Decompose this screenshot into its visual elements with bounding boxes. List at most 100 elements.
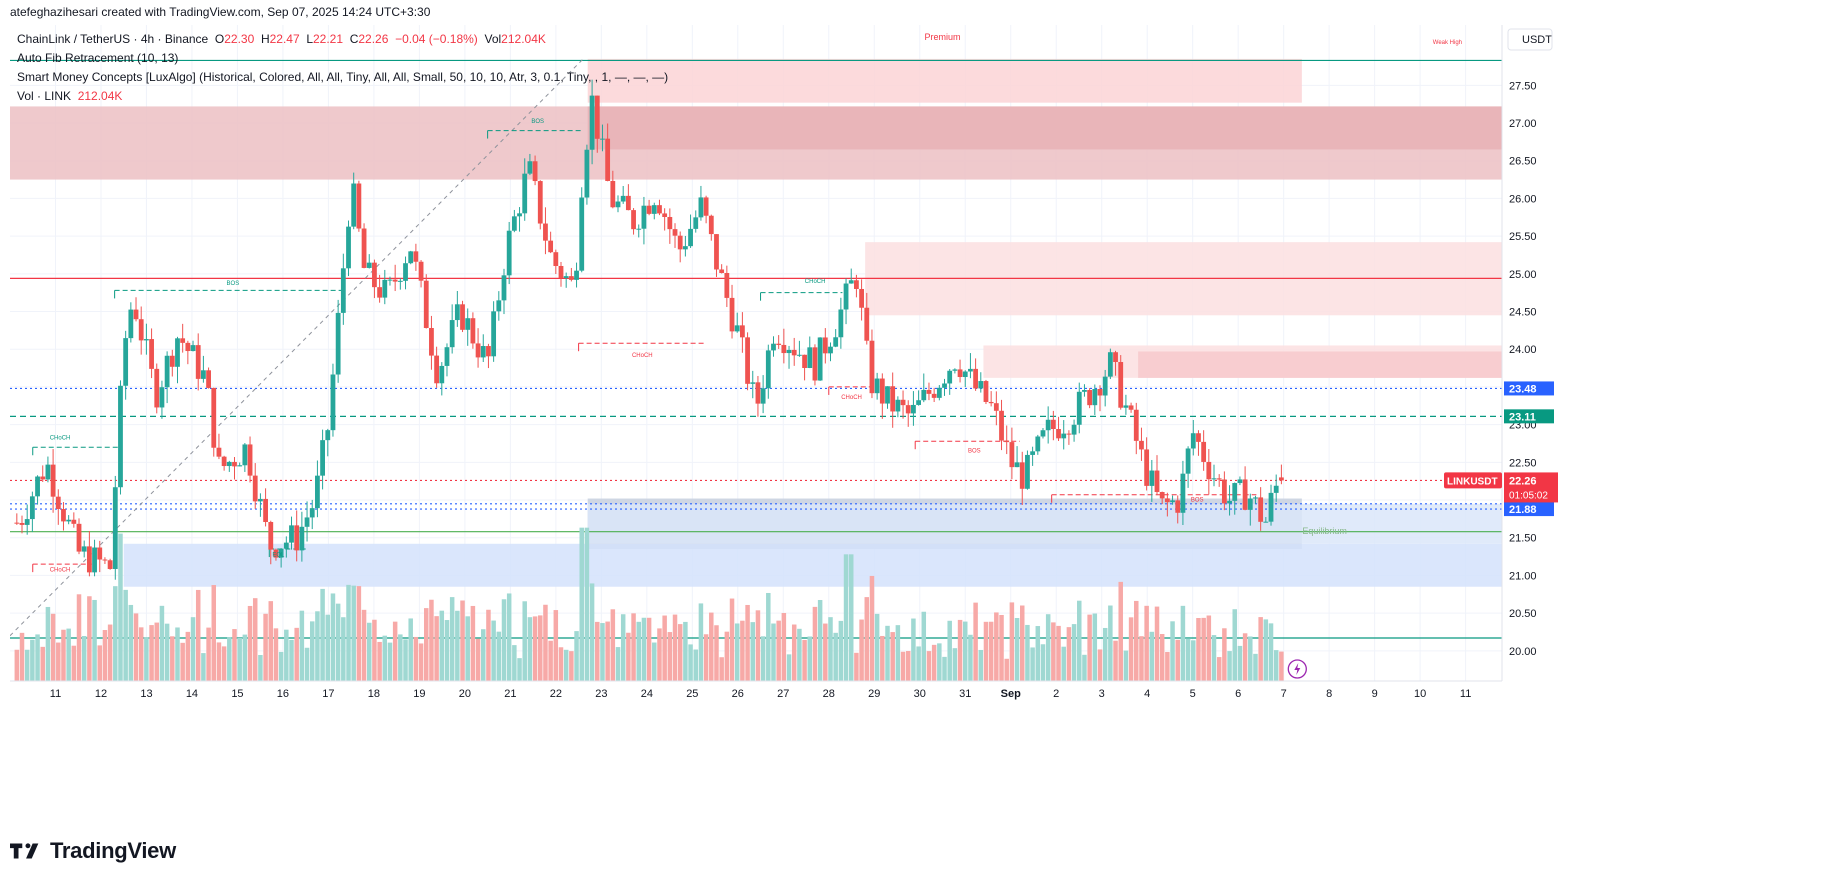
volume-bar: [740, 620, 745, 681]
candle-body: [40, 476, 46, 480]
candle-body: [1056, 429, 1061, 439]
volume-bar: [911, 618, 916, 681]
candle-body: [796, 354, 802, 356]
volume-bar: [1014, 617, 1020, 681]
candle-body: [791, 349, 797, 356]
volume-bar: [693, 649, 698, 681]
legend-indicator-fib[interactable]: Auto Fib Retracement (10, 13): [17, 51, 179, 65]
volume-bar: [517, 658, 522, 681]
candle-body: [916, 400, 922, 405]
volume-bar: [227, 637, 232, 681]
candle-body: [19, 522, 25, 525]
volume-bar: [916, 646, 921, 681]
volume-bar: [957, 619, 963, 681]
candle-body: [1076, 391, 1082, 425]
candle-body: [942, 383, 947, 388]
volume-bar: [361, 609, 367, 681]
candle-body: [1050, 419, 1056, 430]
volume-bar: [1066, 627, 1072, 681]
time-tick-label: 31: [959, 688, 971, 700]
price-axis-background: [1502, 25, 1825, 703]
legend-symbol-row: ChainLink / TetherUS · 4h · Binance O22.…: [17, 30, 668, 49]
candle-body: [1227, 500, 1232, 504]
price-chart-svg[interactable]: Premium Weak High BOS BOS CHoCH CHoCH CHoCH CHo…: [10, 25, 1825, 825]
volume-bar: [268, 601, 274, 681]
chart-area[interactable]: Premium Weak High BOS BOS CHoCH CHoCH CHoCH CHo…: [10, 25, 1825, 825]
volume-bar: [755, 610, 761, 681]
time-tick-label: 15: [231, 688, 243, 700]
candle-body: [755, 382, 761, 404]
volume-bar: [1279, 651, 1284, 681]
volume-bar: [273, 628, 279, 681]
candle-body: [527, 161, 533, 174]
candle-body: [61, 508, 66, 522]
volume-bar: [683, 621, 688, 681]
smc-label: CHoCH: [50, 436, 71, 442]
volume-bar: [563, 649, 569, 681]
smc-label: Equilibrium: [1302, 526, 1347, 536]
candle-body: [1268, 492, 1274, 522]
candle-body: [1170, 500, 1175, 503]
volume-bar: [491, 620, 496, 681]
candle-body: [71, 519, 77, 524]
candle-body: [449, 320, 455, 348]
candle-body: [610, 180, 616, 208]
candle-body: [29, 496, 35, 520]
candle-body: [1196, 433, 1201, 442]
candle-body: [1097, 388, 1103, 396]
candle-body: [346, 226, 351, 269]
legend-low: 22.21: [313, 32, 344, 46]
volume-bar: [620, 614, 626, 681]
legend-low-label: L: [306, 32, 313, 46]
volume-bar: [387, 642, 393, 681]
candle-body: [169, 355, 175, 367]
candle-body: [304, 517, 310, 527]
candle-body: [112, 487, 118, 569]
candle-body: [1206, 461, 1212, 480]
candle-body: [1211, 478, 1217, 480]
time-tick-label: 16: [277, 688, 289, 700]
candle-body: [506, 230, 512, 276]
candle-body: [418, 261, 424, 281]
legend-high: 22.47: [269, 32, 300, 46]
candle-body: [667, 216, 673, 230]
volume-bar: [1216, 657, 1222, 681]
volume-bar: [460, 600, 465, 681]
volume-bar: [812, 606, 818, 681]
price-tick-label: 27.50: [1509, 80, 1537, 92]
volume-bar: [1159, 634, 1165, 681]
candle-body: [988, 401, 994, 404]
volume-bar: [709, 612, 714, 681]
volume-bar: [413, 636, 419, 681]
candle-body: [195, 345, 201, 379]
volume-bar: [1232, 609, 1237, 681]
candle-body: [154, 368, 160, 408]
candle-body: [548, 240, 554, 253]
volume-bar: [341, 617, 346, 681]
legend-indicator-vol[interactable]: Vol · LINK 212.04K: [17, 87, 668, 106]
volume-bar: [724, 631, 730, 681]
volume-bar: [1242, 633, 1248, 681]
volume-bar: [429, 599, 434, 681]
legend-indicator-smc[interactable]: Smart Money Concepts [LuxAlgo] (Historic…: [17, 70, 669, 84]
candle-body: [118, 385, 123, 488]
volume-bar: [522, 601, 527, 681]
candle-body: [289, 525, 294, 543]
volume-bar: [823, 623, 828, 681]
candle-body: [843, 283, 849, 310]
volume-bar: [252, 598, 258, 681]
volume-bar: [978, 649, 984, 681]
candle-body: [24, 519, 30, 525]
candle-body: [351, 183, 357, 227]
candle-body: [911, 404, 916, 414]
volume-bar: [874, 613, 880, 681]
legend-symbol[interactable]: ChainLink / TetherUS · 4h · Binance: [17, 32, 209, 46]
smc-label: CHoCH: [805, 279, 826, 285]
candle-body: [315, 475, 320, 509]
volume-bar: [170, 636, 175, 681]
volume-bar: [605, 621, 610, 681]
order-block-zone: [1138, 351, 1502, 378]
time-tick-label: 30: [914, 688, 926, 700]
volume-bar: [439, 610, 445, 681]
volume-bar: [242, 634, 248, 681]
